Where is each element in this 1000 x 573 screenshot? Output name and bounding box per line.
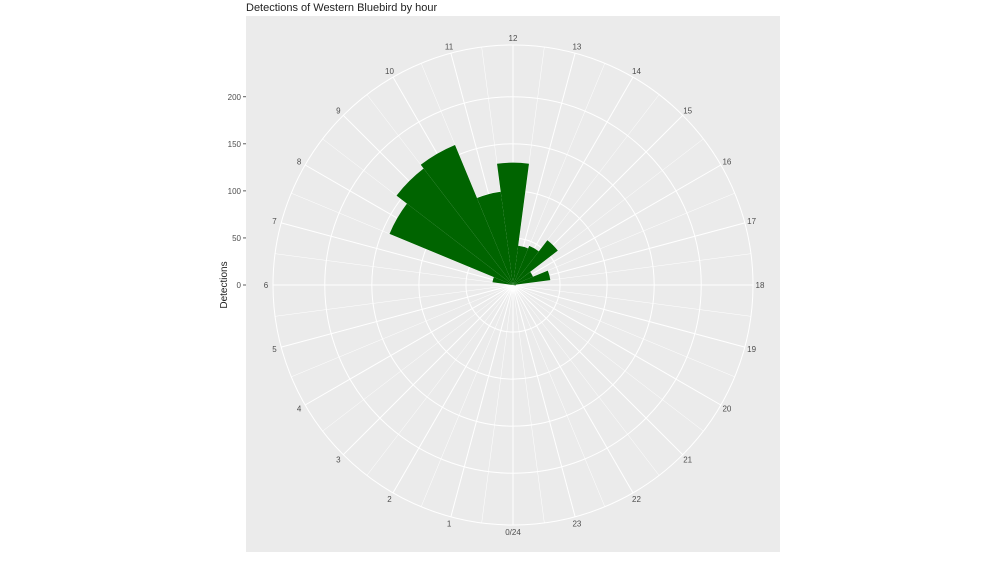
grid-spoke-minor (512, 192, 735, 286)
hour-label: 12 (509, 34, 518, 43)
grid-spoke-major (281, 222, 514, 286)
grid-spoke-major (342, 284, 514, 456)
grid-spoke-minor (366, 284, 514, 476)
hour-label: 4 (297, 405, 302, 414)
hour-label: 5 (272, 345, 277, 354)
chart-title: Detections of Western Bluebird by hour (246, 2, 438, 14)
hour-label: 2 (387, 495, 392, 504)
hour-label: 23 (572, 520, 581, 529)
grid-spoke-minor (512, 284, 751, 317)
grid-spoke-minor (512, 284, 704, 432)
grid-spoke-minor (481, 284, 514, 523)
bar-hour-9 (396, 168, 513, 285)
hour-label: 15 (683, 106, 692, 115)
hour-label: 10 (385, 67, 394, 76)
grid-spoke-minor (512, 284, 735, 378)
grid-spoke-minor (512, 47, 545, 286)
bar-hour-11 (476, 191, 513, 285)
y-tick-label: 50 (232, 234, 241, 243)
grid-spoke-minor (322, 284, 514, 432)
bar-hour-16 (513, 271, 533, 285)
grid-spoke-minor (291, 284, 514, 378)
bar-hour-15 (513, 240, 558, 285)
hour-label: 7 (272, 217, 277, 226)
grid-spoke-minor (512, 138, 704, 286)
y-tick-label: 100 (228, 187, 242, 196)
hour-tick-labels: 0/24123456789101112131415161718192021222… (264, 34, 765, 537)
hour-label: 13 (572, 42, 581, 51)
hour-label: 8 (297, 158, 302, 167)
grid-spoke-minor (420, 284, 514, 507)
grid-spoke-minor (512, 63, 606, 286)
grid-spoke-minor (512, 284, 660, 476)
grid-spoke-minor (275, 253, 514, 286)
hour-label: 19 (747, 345, 756, 354)
hour-label: 1 (447, 520, 452, 529)
hour-label: 21 (683, 456, 692, 465)
grid-lines (272, 44, 754, 526)
hour-label: 6 (264, 281, 269, 290)
y-tick-label: 0 (237, 281, 242, 290)
bar-hour-17 (513, 270, 551, 285)
grid-spoke-minor (512, 253, 751, 286)
grid-spoke-major (512, 222, 745, 286)
grid-spoke-major (450, 284, 514, 517)
grid-spoke-major (512, 284, 722, 406)
grid-spoke-minor (512, 284, 606, 507)
grid-spoke-major (512, 284, 684, 456)
bar-hour-13 (513, 245, 529, 285)
grid-spoke-major (512, 284, 745, 348)
grid-spoke-major (512, 284, 576, 517)
hour-label: 20 (722, 405, 731, 414)
hour-label: 11 (445, 42, 454, 51)
hour-label: 3 (336, 456, 341, 465)
y-tick-label: 150 (228, 140, 242, 149)
grid-spoke-major (304, 284, 514, 406)
hour-label: 9 (336, 106, 341, 115)
bars (389, 145, 558, 286)
bar-hour-8 (389, 203, 513, 285)
hour-label: 18 (756, 281, 765, 290)
hour-label: 17 (747, 217, 756, 226)
grid-spoke-major (392, 284, 514, 494)
grid-spoke-minor (512, 94, 660, 286)
grid-spoke-major (512, 53, 576, 286)
bar-hour-18 (513, 284, 516, 286)
hour-label: 0/24 (505, 528, 521, 537)
y-axis-title: Detections (219, 261, 230, 308)
bar-hour-10 (420, 145, 513, 285)
grid-spoke-major (281, 284, 514, 348)
bar-hour-14 (513, 245, 539, 285)
grid-spoke-minor (275, 284, 514, 317)
bar-hour-7 (492, 277, 513, 285)
hour-label: 22 (632, 495, 641, 504)
hour-label: 16 (722, 158, 731, 167)
y-tick-label: 200 (228, 93, 242, 102)
grid-spoke-minor (512, 284, 545, 523)
grid-spoke-major (512, 284, 634, 494)
grid-spoke-major (512, 164, 722, 286)
bar-hour-12 (497, 162, 529, 285)
hour-label: 14 (632, 67, 641, 76)
y-axis: 0 50 100 150 200 (228, 93, 246, 290)
